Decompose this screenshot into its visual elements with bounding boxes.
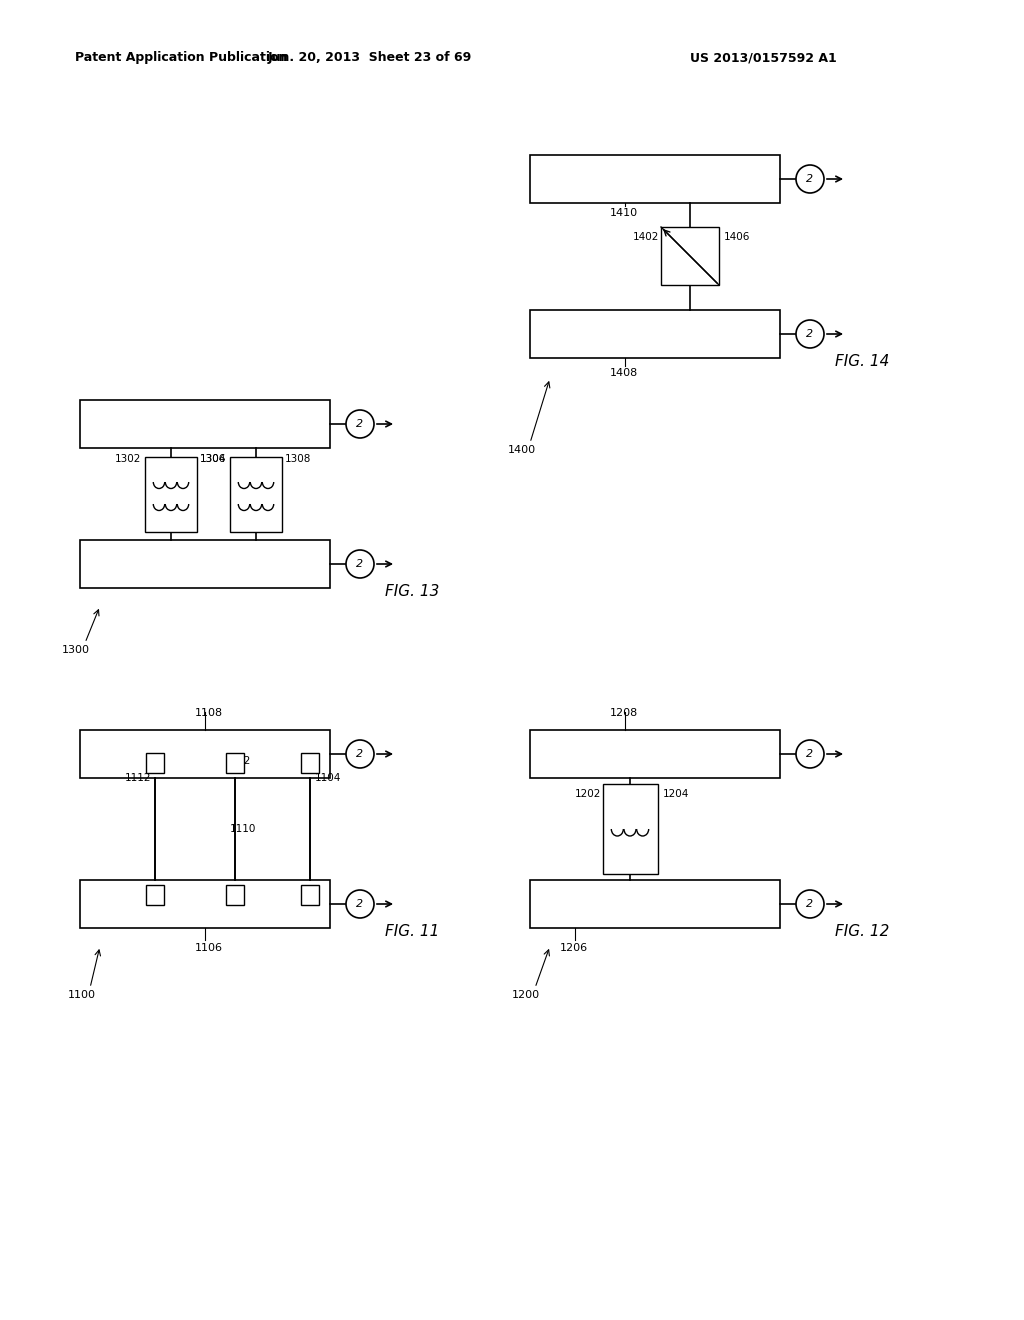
- Bar: [530, 310, 780, 358]
- Text: 1400: 1400: [508, 445, 537, 455]
- Bar: [80, 730, 330, 777]
- Bar: [301, 884, 319, 906]
- Text: 1110: 1110: [230, 824, 256, 834]
- Text: Jun. 20, 2013  Sheet 23 of 69: Jun. 20, 2013 Sheet 23 of 69: [268, 51, 472, 65]
- Text: 1300: 1300: [62, 645, 90, 655]
- Text: 2: 2: [807, 329, 813, 339]
- Bar: [80, 540, 330, 587]
- Text: FIG. 11: FIG. 11: [385, 924, 439, 939]
- Text: 2: 2: [356, 899, 364, 909]
- Bar: [80, 400, 330, 447]
- Text: 1112: 1112: [125, 774, 152, 783]
- Text: 2: 2: [356, 748, 364, 759]
- Bar: [226, 752, 244, 774]
- Bar: [530, 730, 780, 777]
- Circle shape: [346, 411, 374, 438]
- Bar: [145, 457, 197, 532]
- Circle shape: [796, 319, 824, 348]
- Text: Patent Application Publication: Patent Application Publication: [75, 51, 288, 65]
- Text: FIG. 12: FIG. 12: [835, 924, 890, 939]
- Bar: [146, 884, 164, 906]
- Text: 1102: 1102: [225, 756, 251, 766]
- Bar: [226, 884, 244, 906]
- Text: 1200: 1200: [512, 990, 540, 1001]
- Text: 1306: 1306: [200, 454, 226, 465]
- Text: 1100: 1100: [68, 990, 96, 1001]
- Circle shape: [796, 741, 824, 768]
- Text: 2: 2: [807, 899, 813, 909]
- Text: 1106: 1106: [195, 942, 223, 953]
- Text: 1408: 1408: [610, 368, 638, 378]
- Text: 1304: 1304: [200, 454, 226, 465]
- Text: 2: 2: [807, 174, 813, 183]
- Bar: [230, 457, 282, 532]
- Text: 1302: 1302: [115, 454, 141, 465]
- Bar: [301, 752, 319, 774]
- Bar: [603, 784, 658, 874]
- Text: 1208: 1208: [610, 708, 638, 718]
- Text: 1202: 1202: [575, 789, 601, 799]
- Circle shape: [346, 890, 374, 917]
- Text: 1108: 1108: [195, 708, 223, 718]
- Bar: [530, 880, 780, 928]
- Circle shape: [796, 890, 824, 917]
- Text: 1206: 1206: [560, 942, 588, 953]
- Text: 2: 2: [356, 558, 364, 569]
- Circle shape: [346, 550, 374, 578]
- Text: FIG. 14: FIG. 14: [835, 354, 890, 370]
- Text: 1308: 1308: [285, 454, 311, 465]
- Text: 2: 2: [356, 418, 364, 429]
- Text: 1406: 1406: [724, 232, 751, 242]
- Circle shape: [346, 741, 374, 768]
- Text: US 2013/0157592 A1: US 2013/0157592 A1: [690, 51, 837, 65]
- Text: FIG. 13: FIG. 13: [385, 583, 439, 599]
- Bar: [530, 154, 780, 203]
- Text: 1402: 1402: [633, 232, 659, 242]
- Bar: [80, 880, 330, 928]
- Text: 1104: 1104: [315, 774, 341, 783]
- Bar: [662, 227, 719, 285]
- Bar: [146, 752, 164, 774]
- Text: 1410: 1410: [610, 209, 638, 218]
- Text: 2: 2: [807, 748, 813, 759]
- Circle shape: [796, 165, 824, 193]
- Text: 1204: 1204: [663, 789, 689, 799]
